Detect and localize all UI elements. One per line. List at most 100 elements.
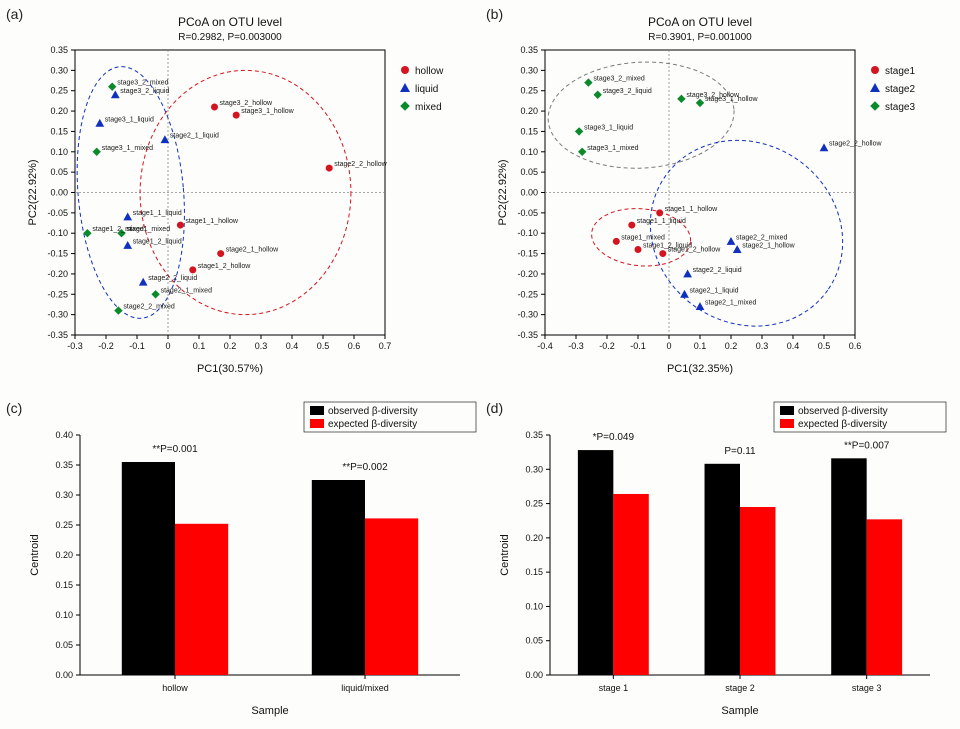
- point-triangle: [870, 83, 880, 92]
- ytick: -0.20: [517, 269, 538, 279]
- bar-observed: [578, 450, 613, 675]
- ytick: 0.30: [525, 464, 543, 474]
- ytick: 0.15: [55, 580, 73, 590]
- xtick: -0.2: [599, 341, 615, 351]
- xtick: 0.6: [849, 341, 862, 351]
- point-diamond: [108, 82, 116, 90]
- point-label: stage3_2_liquid: [603, 88, 652, 95]
- xtick: -0.1: [129, 341, 145, 351]
- ytick: -0.10: [47, 228, 68, 238]
- y-axis-title: PC2(22.92%): [497, 159, 509, 225]
- ytick: 0.10: [525, 601, 543, 611]
- bar-expected: [613, 494, 648, 675]
- point-circle: [326, 165, 333, 172]
- point-label: stage1_1_hollow: [185, 218, 238, 225]
- ytick: -0.10: [517, 228, 538, 238]
- point-label: stage3_2_liquid: [120, 88, 169, 95]
- point-label: stage1_1_liquid: [133, 210, 182, 217]
- bar-expected: [867, 519, 902, 675]
- ytick: -0.30: [47, 310, 68, 320]
- ytick: 0.05: [525, 636, 543, 646]
- point-triangle: [696, 302, 705, 310]
- point-label: stage1_2_mixed: [92, 226, 143, 233]
- ytick: -0.15: [517, 249, 538, 259]
- point-diamond: [114, 306, 122, 314]
- point-label: stage2_1_hollow: [226, 247, 279, 254]
- xtick: 0.4: [286, 341, 299, 351]
- point-label: stage1_1_hollow: [665, 206, 718, 213]
- xtick: 0.5: [818, 341, 831, 351]
- point-triangle: [123, 213, 132, 221]
- ytick: 0.30: [50, 65, 68, 75]
- xtick-label: stage 3: [852, 683, 882, 693]
- chart-title: PCoA on OTU level: [648, 15, 752, 29]
- xtick: -0.3: [568, 341, 584, 351]
- ytick: 0.25: [520, 86, 538, 96]
- y-axis-title: Centroid: [499, 534, 511, 576]
- point-label: stage3_2_mixed: [593, 76, 644, 83]
- bar-observed: [312, 480, 365, 675]
- bar-observed: [122, 462, 175, 675]
- point-circle: [628, 222, 635, 229]
- point-triangle: [400, 83, 410, 92]
- ytick: 0.10: [520, 147, 538, 157]
- point-label: stage2_2_mixed: [123, 304, 174, 311]
- ytick: -0.25: [47, 289, 68, 299]
- point-diamond: [677, 95, 685, 103]
- point-triangle: [95, 119, 104, 127]
- x-axis-title: Sample: [251, 705, 288, 717]
- point-triangle: [139, 278, 148, 286]
- chart-subtitle: R=0.3901, P=0.001000: [648, 32, 752, 43]
- point-circle: [177, 222, 184, 229]
- point-triangle: [123, 241, 132, 249]
- point-circle: [656, 209, 663, 216]
- point-label: stage2_1_liquid: [170, 133, 219, 140]
- bar-chart-c: 0.000.050.100.150.200.250.300.350.40Cent…: [20, 400, 480, 720]
- legend-label: stage2: [885, 84, 915, 95]
- xtick: 0.6: [348, 341, 361, 351]
- ytick: 0.10: [50, 147, 68, 157]
- point-circle: [189, 266, 196, 273]
- point-diamond: [870, 101, 880, 111]
- point-diamond: [696, 99, 704, 107]
- bar-expected: [740, 507, 775, 675]
- xtick: 0.1: [193, 341, 206, 351]
- legend-label: hollow: [415, 66, 444, 77]
- ytick: 0.35: [525, 430, 543, 440]
- legend-label: liquid: [415, 84, 438, 95]
- ytick: 0.05: [55, 640, 73, 650]
- point-label: stage2_1_mixed: [705, 300, 756, 307]
- point-triangle: [733, 245, 742, 253]
- point-diamond: [594, 91, 602, 99]
- point-triangle: [111, 90, 120, 98]
- ytick: 0.35: [520, 45, 538, 55]
- pvalue-label: **P=0.001: [152, 444, 198, 455]
- bar-chart-d: 0.000.050.100.150.200.250.300.35Centroid…: [490, 400, 950, 720]
- xtick: 0.2: [725, 341, 738, 351]
- x-axis-title: PC1(30.57%): [197, 363, 263, 375]
- ytick: 0.00: [55, 670, 73, 680]
- xtick: -0.3: [67, 341, 83, 351]
- point-circle: [211, 104, 218, 111]
- ytick: 0.00: [525, 670, 543, 680]
- ytick: 0.05: [520, 167, 538, 177]
- ytick: -0.35: [47, 330, 68, 340]
- point-circle: [217, 250, 224, 257]
- point-diamond: [151, 290, 159, 298]
- point-label: stage3_1_mixed: [587, 145, 638, 152]
- chart-subtitle: R=0.2982, P=0.003000: [178, 32, 282, 43]
- point-triangle: [820, 143, 829, 151]
- legend-label: expected β-diversity: [798, 419, 887, 430]
- pvalue-label: **P=0.007: [844, 440, 890, 451]
- ytick: -0.20: [47, 269, 68, 279]
- xtick: -0.1: [630, 341, 646, 351]
- point-label: stage1_1_liquid: [637, 218, 686, 225]
- ytick: -0.05: [47, 208, 68, 218]
- point-label: stage1_mixed: [621, 234, 665, 241]
- xtick: 0.3: [756, 341, 769, 351]
- point-circle: [401, 66, 409, 74]
- point-label: stage1_2_hollow: [198, 263, 251, 270]
- ytick: 0.20: [525, 533, 543, 543]
- ytick: 0.25: [55, 520, 73, 530]
- point-label: stage2_1_liquid: [690, 287, 739, 294]
